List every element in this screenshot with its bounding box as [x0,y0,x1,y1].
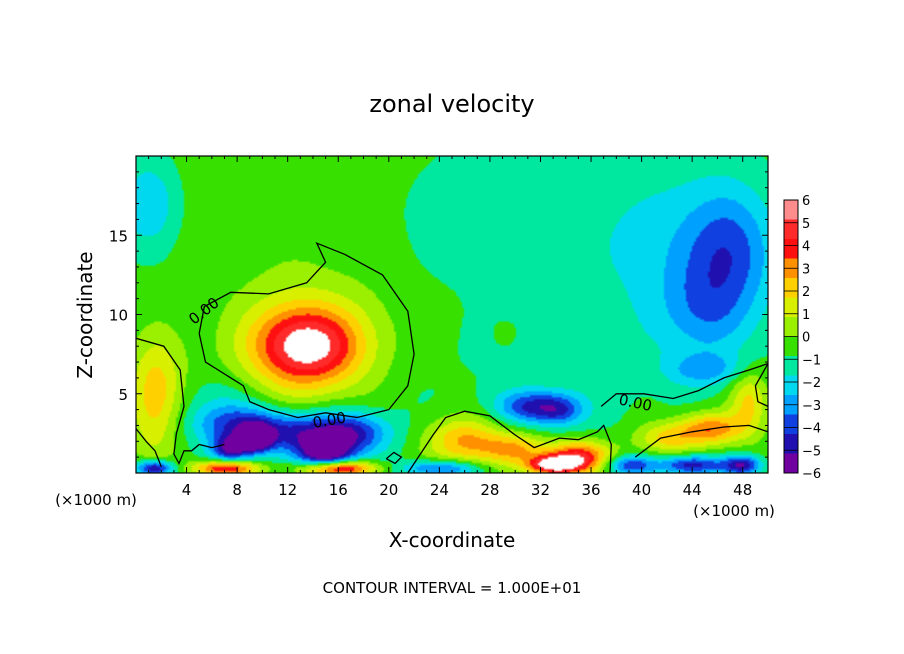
y-axis-ticks: 5 10 15 [109,171,768,458]
x-tick-label: 36 [581,481,600,499]
y-axis-label: Z-coordinate [73,251,97,378]
colorbar-swatch [784,434,798,454]
x-tick-label: 20 [379,481,398,499]
chart-title: zonal velocity [369,90,534,118]
x-unit-right: (×1000 m) [693,502,775,520]
colorbar-swatch [784,278,798,298]
colorbar-label: −3 [802,399,821,414]
colorbar: 6 5 4 3 2 1 0 −1 −2 −3 −4 −5 −6 [783,194,821,482]
colorbar-label: 2 [802,285,810,300]
contour-line-4 [600,362,768,407]
x-unit-left: (×1000 m) [55,491,137,509]
contour-line-3 [407,410,612,473]
x-tick-label: 12 [278,481,297,499]
colorbar-label: −5 [802,444,821,459]
x-tick-label: 32 [531,481,550,499]
colorbar-label: 3 [802,262,810,277]
x-tick-label: 48 [733,481,752,499]
colorbar-swatch [784,356,798,376]
colorbar-label: 0 [802,331,810,346]
contour-line-5 [754,363,768,407]
y-tick-label: 10 [109,307,128,325]
contour-line-7 [385,451,403,465]
contour-line-1 [136,428,162,467]
colorbar-swatch [784,336,798,357]
contour-line-0 [136,337,225,466]
colorbar-label: −6 [802,467,821,482]
y-tick-label: 5 [118,386,128,404]
colorbar-label: −1 [802,353,821,368]
colorbar-swatch [784,375,798,396]
x-tick-label: 16 [329,481,348,499]
colorbar-swatch [784,453,798,474]
x-tick-label: 8 [232,481,242,499]
colorbar-swatch [784,239,798,259]
colorbar-label: 1 [802,308,810,323]
colorbar-swatch [784,200,798,220]
x-tick-label: 24 [430,481,449,499]
colorbar-swatch [784,414,798,435]
colorbar-label: 6 [802,194,810,209]
contour-line-6 [634,424,768,458]
colorbar-label: 5 [802,217,810,232]
colorbar-swatch [784,297,798,318]
velocity-field [136,156,768,473]
x-tick-label: 4 [182,481,192,499]
contour-line-2 [198,241,415,419]
contour-lines [136,241,768,473]
x-axis-ticks: 4 8 12 16 20 24 28 32 36 40 44 48 [148,156,756,499]
colorbar-label: −2 [802,376,821,391]
x-tick-label: 44 [683,481,702,499]
colorbar-swatch [784,219,798,240]
contour-label-1: 0.00 [311,408,347,432]
x-axis-label: X-coordinate [389,528,516,552]
x-tick-label: 40 [632,481,651,499]
colorbar-label: −4 [802,422,821,437]
colorbar-swatch [784,317,798,337]
colorbar-label: 4 [802,240,810,255]
contour-interval-note: CONTOUR INTERVAL = 1.000E+01 [323,579,582,597]
x-tick-label: 28 [480,481,499,499]
y-tick-label: 15 [109,227,128,245]
